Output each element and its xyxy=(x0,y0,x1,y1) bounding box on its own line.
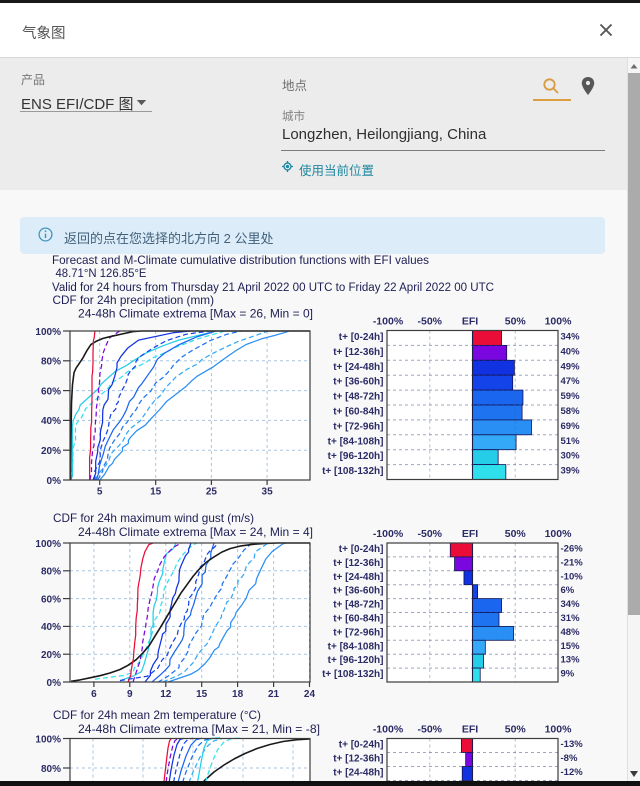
svg-text:t+ [24-48h]: t+ [24-48h] xyxy=(333,362,383,373)
svg-text:100%: 100% xyxy=(35,734,61,745)
svg-text:6%: 6% xyxy=(561,585,575,596)
svg-text:t+ [36-60h]: t+ [36-60h] xyxy=(333,377,383,388)
svg-text:60%: 60% xyxy=(41,594,61,605)
svg-text:100%: 100% xyxy=(545,316,573,328)
svg-text:35: 35 xyxy=(262,487,274,498)
svg-text:31%: 31% xyxy=(561,613,581,624)
svg-text:34%: 34% xyxy=(561,599,581,610)
svg-text:9%: 9% xyxy=(561,669,575,680)
svg-text:51%: 51% xyxy=(561,436,581,447)
svg-text:48.71°N 126.85°E: 48.71°N 126.85°E xyxy=(56,268,147,280)
svg-text:Forecast and M-Climate cumulat: Forecast and M-Climate cumulative distri… xyxy=(52,254,429,267)
svg-text:t+ [72-96h]: t+ [72-96h] xyxy=(333,421,383,432)
svg-text:50%: 50% xyxy=(505,724,527,736)
svg-text:40%: 40% xyxy=(41,622,61,633)
svg-text:15: 15 xyxy=(150,487,162,498)
svg-text:t+ [0-24h]: t+ [0-24h] xyxy=(339,544,384,555)
svg-text:24-48h Climate extrema [Max =: 24-48h Climate extrema [Max = 24, Min = … xyxy=(78,525,313,539)
svg-text:39%: 39% xyxy=(561,466,581,477)
svg-text:13%: 13% xyxy=(561,655,581,666)
svg-text:59%: 59% xyxy=(561,391,581,402)
svg-text:t+ [48-72h]: t+ [48-72h] xyxy=(333,392,383,403)
svg-text:-13%: -13% xyxy=(561,739,584,750)
svg-text:6: 6 xyxy=(91,689,97,700)
svg-text:69%: 69% xyxy=(561,421,581,432)
svg-text:0%: 0% xyxy=(47,678,62,689)
svg-text:58%: 58% xyxy=(561,406,581,417)
svg-text:30%: 30% xyxy=(561,451,581,462)
svg-text:100%: 100% xyxy=(35,539,61,550)
svg-text:CDF for 24h precipitation (mm): CDF for 24h precipitation (mm) xyxy=(53,294,215,307)
svg-text:t+ [24-48h]: t+ [24-48h] xyxy=(333,768,383,779)
svg-text:100%: 100% xyxy=(35,327,61,338)
svg-text:80%: 80% xyxy=(41,567,61,578)
svg-text:24: 24 xyxy=(304,689,316,700)
svg-text:t+ [84-108h]: t+ [84-108h] xyxy=(328,436,384,447)
svg-text:t+ [0-24h]: t+ [0-24h] xyxy=(339,740,384,751)
svg-text:-50%: -50% xyxy=(417,724,442,736)
svg-text:t+ [108-132h]: t+ [108-132h] xyxy=(322,466,383,477)
svg-text:-100%: -100% xyxy=(373,316,404,328)
svg-text:49%: 49% xyxy=(561,361,581,372)
svg-text:t+ [96-120h]: t+ [96-120h] xyxy=(328,655,384,666)
svg-text:34%: 34% xyxy=(561,331,581,342)
svg-text:18: 18 xyxy=(232,689,244,700)
svg-text:80%: 80% xyxy=(41,357,61,368)
svg-text:t+ [12-36h]: t+ [12-36h] xyxy=(333,754,383,765)
svg-text:20%: 20% xyxy=(41,650,61,661)
svg-text:15%: 15% xyxy=(561,641,581,652)
svg-text:-50%: -50% xyxy=(417,316,442,328)
svg-text:-12%: -12% xyxy=(561,767,584,778)
svg-text:12: 12 xyxy=(160,689,172,700)
svg-text:100%: 100% xyxy=(545,528,573,540)
svg-text:t+ [48-72h]: t+ [48-72h] xyxy=(333,600,383,611)
svg-text:15: 15 xyxy=(196,689,208,700)
svg-text:-26%: -26% xyxy=(561,543,584,554)
svg-text:5: 5 xyxy=(97,487,103,498)
svg-text:50%: 50% xyxy=(505,316,527,328)
svg-text:CDF for 24h mean 2m temperatur: CDF for 24h mean 2m temperature (°C) xyxy=(53,708,261,722)
svg-text:50%: 50% xyxy=(505,528,527,540)
svg-text:80%: 80% xyxy=(41,764,61,775)
svg-text:t+ [12-36h]: t+ [12-36h] xyxy=(333,347,383,358)
svg-text:CDF for 24h maximum wind gust: CDF for 24h maximum wind gust (m/s) xyxy=(53,512,254,525)
svg-text:EFI: EFI xyxy=(462,724,478,736)
svg-text:40%: 40% xyxy=(41,416,61,427)
svg-text:t+ [60-84h]: t+ [60-84h] xyxy=(333,406,383,417)
svg-text:100%: 100% xyxy=(545,724,573,736)
svg-text:20%: 20% xyxy=(41,446,61,457)
svg-text:-100%: -100% xyxy=(373,528,404,540)
svg-text:t+ [72-96h]: t+ [72-96h] xyxy=(333,627,383,638)
svg-text:t+ [84-108h]: t+ [84-108h] xyxy=(328,641,384,652)
svg-text:t+ [36-60h]: t+ [36-60h] xyxy=(333,586,383,597)
svg-text:25: 25 xyxy=(206,487,218,498)
svg-text:48%: 48% xyxy=(561,627,581,638)
svg-text:24-48h Climate extrema [Max =: 24-48h Climate extrema [Max = 21, Min = … xyxy=(78,722,320,736)
svg-text:9: 9 xyxy=(127,689,133,700)
svg-text:40%: 40% xyxy=(561,346,581,357)
svg-text:-100%: -100% xyxy=(373,724,404,736)
svg-text:EFI: EFI xyxy=(462,316,478,328)
svg-text:0%: 0% xyxy=(47,476,62,487)
svg-text:-8%: -8% xyxy=(561,753,578,764)
svg-text:-50%: -50% xyxy=(417,528,442,540)
svg-text:47%: 47% xyxy=(561,376,581,387)
svg-text:t+ [24-48h]: t+ [24-48h] xyxy=(333,572,383,583)
svg-text:Valid for 24 hours from Thursd: Valid for 24 hours from Thursday 21 Apri… xyxy=(52,282,494,294)
svg-text:t+ [12-36h]: t+ [12-36h] xyxy=(333,558,383,569)
svg-text:-21%: -21% xyxy=(561,557,584,568)
svg-text:t+ [0-24h]: t+ [0-24h] xyxy=(339,332,384,343)
svg-text:t+ [96-120h]: t+ [96-120h] xyxy=(328,451,384,462)
svg-text:EFI: EFI xyxy=(462,528,478,540)
svg-text:24-48h Climate extrema [Max =: 24-48h Climate extrema [Max = 26, Min = … xyxy=(78,306,313,320)
svg-text:t+ [60-84h]: t+ [60-84h] xyxy=(333,613,383,624)
svg-text:60%: 60% xyxy=(41,386,61,397)
svg-text:-10%: -10% xyxy=(561,571,584,582)
svg-text:21: 21 xyxy=(268,689,280,700)
svg-text:t+ [108-132h]: t+ [108-132h] xyxy=(322,669,383,680)
